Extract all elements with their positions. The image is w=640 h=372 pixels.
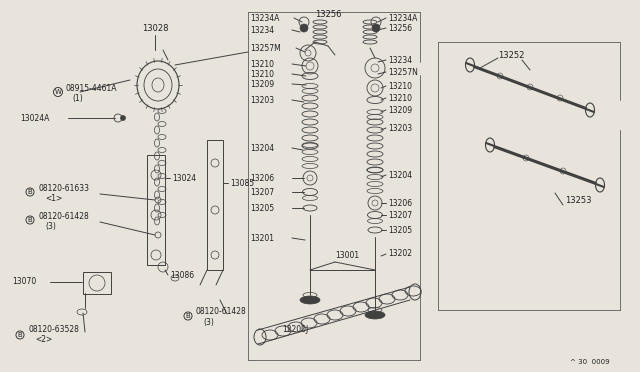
Text: 13207: 13207 (250, 187, 274, 196)
Text: 13203: 13203 (388, 124, 412, 132)
Text: 13234A: 13234A (388, 13, 417, 22)
Text: 13086: 13086 (170, 270, 194, 279)
Text: 13234: 13234 (250, 26, 274, 35)
Text: 13024A: 13024A (20, 113, 49, 122)
Text: 13024: 13024 (172, 173, 196, 183)
Ellipse shape (120, 115, 125, 121)
Text: 13256: 13256 (315, 10, 341, 19)
Text: 13210: 13210 (250, 70, 274, 78)
Text: (3): (3) (45, 221, 56, 231)
Text: 13206: 13206 (388, 199, 412, 208)
Text: ^ 30  0009: ^ 30 0009 (570, 359, 610, 365)
Text: 13210: 13210 (388, 93, 412, 103)
Text: B: B (28, 189, 33, 195)
Text: <2>: <2> (35, 336, 52, 344)
Text: 13234A: 13234A (250, 13, 280, 22)
Text: 13085: 13085 (230, 179, 254, 187)
Text: B: B (28, 217, 33, 223)
Text: B: B (186, 313, 190, 319)
Text: 13234: 13234 (388, 55, 412, 64)
Text: 08120-61633: 08120-61633 (38, 183, 89, 192)
Text: 13206: 13206 (250, 173, 274, 183)
Text: 13252: 13252 (498, 51, 524, 60)
Text: 13253: 13253 (565, 196, 591, 205)
Text: B: B (18, 332, 22, 338)
Bar (207, 140, 223, 270)
Text: 13028: 13028 (141, 23, 168, 32)
Text: <1>: <1> (45, 193, 62, 202)
Bar (147, 155, 165, 265)
Text: 13256: 13256 (388, 23, 412, 32)
Text: 13207: 13207 (388, 211, 412, 219)
Text: W: W (54, 89, 61, 95)
Text: (1): (1) (72, 93, 83, 103)
Text: 13209: 13209 (250, 80, 274, 89)
Text: 13001: 13001 (335, 251, 359, 260)
Circle shape (300, 24, 308, 32)
Text: 13202: 13202 (388, 250, 412, 259)
Text: 13070: 13070 (12, 278, 36, 286)
Text: 13204: 13204 (250, 144, 274, 153)
Ellipse shape (300, 296, 320, 304)
Text: (3): (3) (203, 317, 214, 327)
Text: 08120-63528: 08120-63528 (28, 326, 79, 334)
Text: 13205: 13205 (250, 203, 274, 212)
Text: 13201: 13201 (250, 234, 274, 243)
Text: 13209: 13209 (388, 106, 412, 115)
Text: 13203: 13203 (250, 96, 274, 105)
Text: 12200J: 12200J (282, 326, 308, 334)
Text: 13205: 13205 (388, 225, 412, 234)
Ellipse shape (365, 311, 385, 319)
Text: 13257M: 13257M (250, 44, 281, 52)
Text: 08120-61428: 08120-61428 (196, 308, 247, 317)
Text: 13204: 13204 (388, 170, 412, 180)
Text: 13210: 13210 (250, 60, 274, 68)
Text: 13257N: 13257N (388, 67, 418, 77)
Text: 08915-4461A: 08915-4461A (65, 83, 116, 93)
Circle shape (372, 24, 380, 32)
Bar (83, 272, 111, 294)
Text: 08120-61428: 08120-61428 (38, 212, 89, 221)
Text: 13210: 13210 (388, 81, 412, 90)
